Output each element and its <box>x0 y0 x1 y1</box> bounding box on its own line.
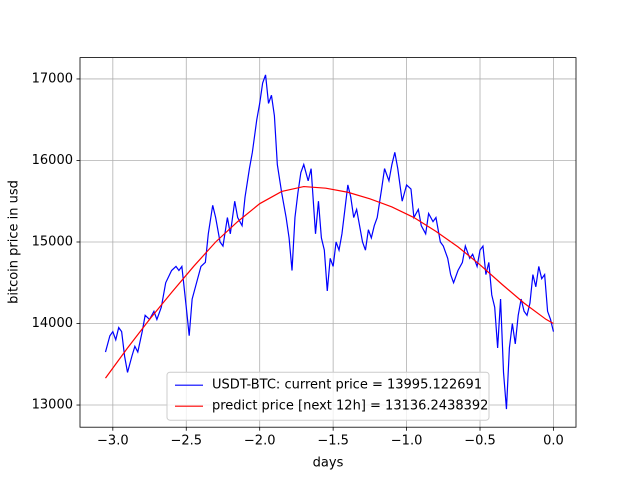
x-tick-label: −3.0 <box>97 434 129 449</box>
legend-label: USDT-BTC: current price = 13995.122691 <box>212 378 482 393</box>
x-tick-label: −1.0 <box>391 434 423 449</box>
y-axis-label: bitcoin price in usd <box>7 180 22 304</box>
x-tick-label: −2.5 <box>170 434 202 449</box>
x-tick-label: −0.5 <box>464 434 496 449</box>
x-tick-label: 0.0 <box>543 434 564 449</box>
y-tick-label: 14000 <box>32 316 73 331</box>
plot-frame <box>79 57 577 428</box>
y-tick-label: 15000 <box>32 234 73 249</box>
y-tick-label: 13000 <box>32 398 73 413</box>
legend-box <box>166 371 490 421</box>
y-tick-label: 16000 <box>32 153 73 168</box>
x-tick-label: −1.5 <box>317 434 349 449</box>
x-tick-label: −2.0 <box>244 434 276 449</box>
line-series <box>104 74 555 410</box>
x-axis-label: days <box>313 456 344 471</box>
y-tick-label: 17000 <box>32 71 73 86</box>
legend: USDT-BTC: current price = 13995.122691 pr… <box>166 371 490 421</box>
line-series <box>104 185 554 379</box>
legend-label: predict price [next 12h] = 13136.2438392 <box>212 399 488 414</box>
